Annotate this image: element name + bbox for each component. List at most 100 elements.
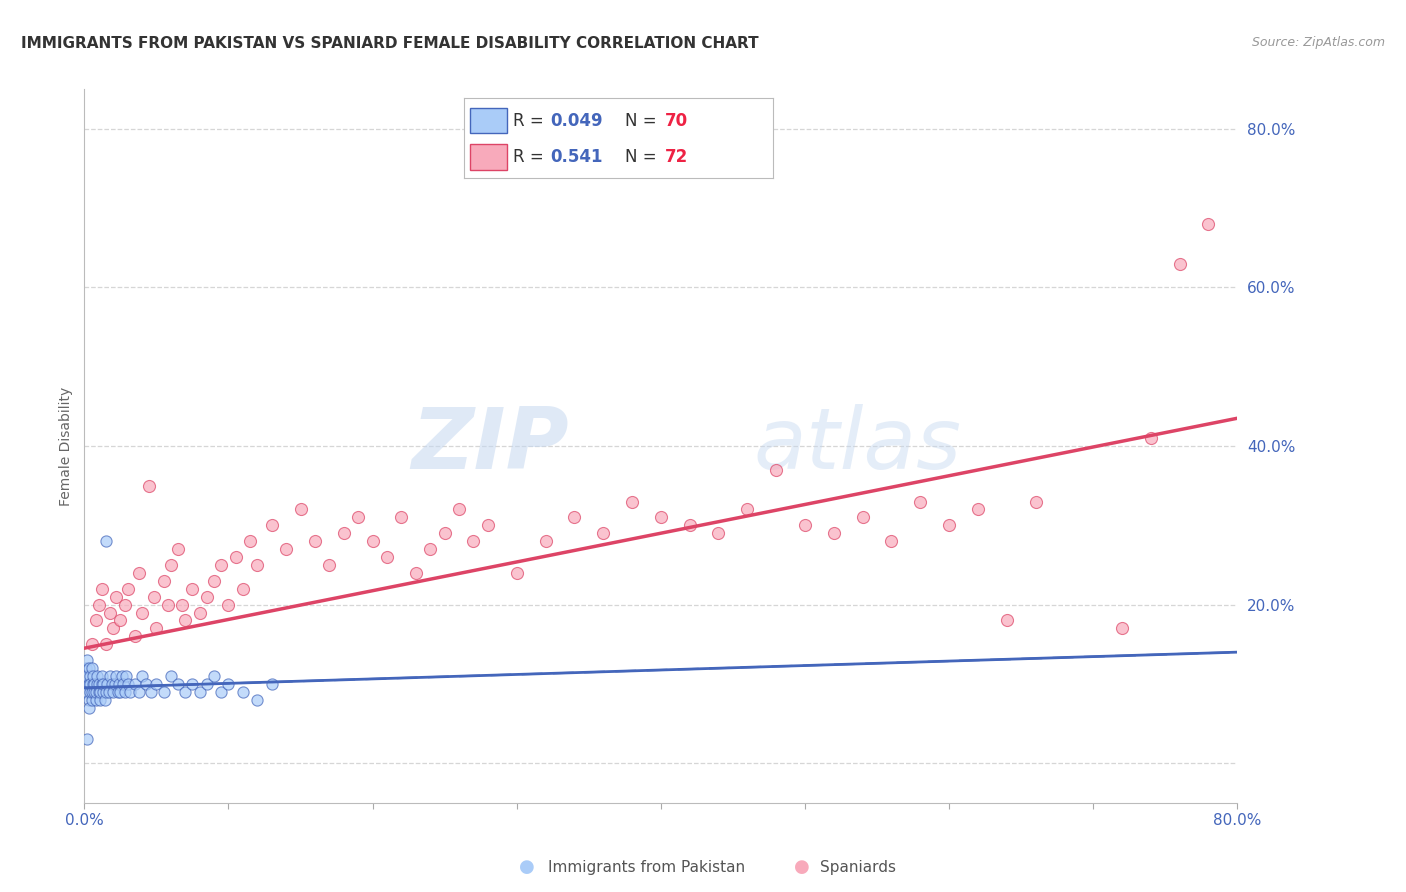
Point (89, 685, 111, 699)
Point (94, 637, 117, 651)
Point (79, 685, 101, 699)
Point (96, 677, 118, 691)
Point (218, 677, 240, 691)
Point (145, 621, 167, 635)
Point (156, 598, 179, 612)
Point (910, 494, 932, 508)
Point (232, 685, 254, 699)
Point (1168, 257, 1191, 271)
Point (104, 677, 127, 691)
Text: ●: ● (793, 858, 810, 876)
Point (477, 518, 499, 533)
Point (103, 685, 124, 699)
Point (318, 558, 340, 572)
Point (76, 669, 98, 683)
Point (94, 685, 117, 699)
Point (76, 653, 98, 667)
Point (112, 677, 135, 691)
Point (361, 534, 384, 549)
Point (77, 677, 100, 691)
Point (145, 677, 167, 691)
Point (84, 614, 107, 628)
Point (120, 685, 142, 699)
Point (333, 526, 356, 541)
Point (375, 549, 398, 564)
Point (765, 463, 787, 477)
Point (1025, 494, 1047, 508)
Text: 70: 70 (665, 112, 688, 129)
Point (160, 558, 183, 572)
Point (195, 677, 218, 691)
Point (86, 677, 108, 691)
Point (142, 590, 165, 604)
Point (117, 582, 139, 596)
Point (87, 685, 110, 699)
Point (98, 669, 121, 683)
Text: 0.541: 0.541 (551, 148, 603, 166)
Point (83, 685, 105, 699)
Point (84, 692, 107, 706)
Point (290, 502, 312, 516)
Point (823, 526, 845, 541)
Point (995, 614, 1018, 628)
FancyBboxPatch shape (470, 108, 508, 134)
Point (93, 692, 115, 706)
Point (103, 621, 124, 635)
Point (534, 534, 557, 549)
Point (967, 502, 990, 516)
Point (232, 582, 254, 596)
Point (105, 590, 128, 604)
Text: IMMIGRANTS FROM PAKISTAN VS SPANIARD FEMALE DISABILITY CORRELATION CHART: IMMIGRANTS FROM PAKISTAN VS SPANIARD FEM… (21, 36, 759, 51)
Point (94, 534, 117, 549)
Point (75, 677, 97, 691)
Point (592, 526, 614, 541)
Point (83, 677, 105, 691)
Text: ZIP: ZIP (411, 404, 568, 488)
Point (347, 510, 370, 524)
Point (433, 526, 456, 541)
Point (160, 669, 183, 683)
Point (225, 549, 247, 564)
Point (405, 566, 427, 580)
Point (111, 669, 134, 683)
Point (276, 542, 298, 557)
Point (391, 510, 413, 524)
Point (108, 677, 131, 691)
Point (202, 669, 225, 683)
Point (167, 677, 190, 691)
Point (304, 534, 326, 549)
Text: 0.049: 0.049 (551, 112, 603, 129)
Point (506, 566, 529, 580)
Y-axis label: Female Disability: Female Disability (59, 386, 73, 506)
Point (131, 669, 153, 683)
Point (707, 526, 730, 541)
Point (124, 629, 146, 643)
Point (79, 677, 101, 691)
Point (80, 685, 103, 699)
Point (218, 598, 240, 612)
Point (260, 677, 283, 691)
Point (82, 677, 104, 691)
Point (117, 677, 139, 691)
Point (174, 685, 197, 699)
Point (89, 692, 111, 706)
Point (209, 558, 232, 572)
Text: 72: 72 (665, 148, 689, 166)
Point (419, 542, 441, 557)
Point (77, 692, 100, 706)
Point (75, 661, 97, 675)
Point (114, 598, 136, 612)
Text: ●: ● (519, 858, 536, 876)
Point (621, 494, 644, 508)
Point (131, 606, 153, 620)
Point (82, 669, 104, 683)
Point (107, 685, 129, 699)
Point (124, 677, 146, 691)
Point (91, 685, 114, 699)
Point (128, 685, 150, 699)
Point (188, 606, 211, 620)
Point (76, 732, 98, 747)
Point (97, 685, 120, 699)
Point (880, 534, 903, 549)
Point (737, 502, 759, 516)
